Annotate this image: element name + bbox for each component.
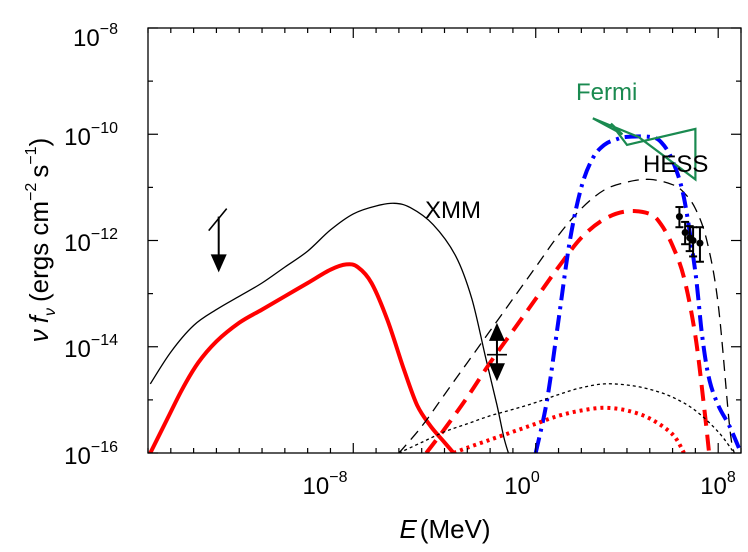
hess-point-4 xyxy=(696,239,704,247)
y-axis-label: νfν(ergs cm−2s−1) xyxy=(23,138,59,343)
x-tick-label-3: 108 xyxy=(700,469,736,500)
x-tick-label-1: 10−8 xyxy=(303,469,348,500)
annotation-fermi: Fermi xyxy=(576,79,637,106)
y-tick-label-1: 10−8 xyxy=(73,21,118,52)
axis-ticks xyxy=(147,27,742,454)
xmm-down-head xyxy=(488,363,505,382)
y-tick-label-5: 10−16 xyxy=(64,439,118,470)
y-tick-label-4: 10−14 xyxy=(64,332,118,363)
series-bremss-black-dotted xyxy=(398,383,735,453)
series-pion-blue-dashdot xyxy=(533,134,741,453)
data-markers xyxy=(208,117,704,382)
series-bremss-red-dotted xyxy=(452,405,686,453)
series-total-solid xyxy=(149,202,510,453)
x-tick-label-2: 100 xyxy=(504,469,540,500)
series-ic-black-dashed xyxy=(398,178,735,453)
annotation-hess: HESS xyxy=(643,151,708,178)
upper-limit-slash xyxy=(208,208,228,232)
y-tick-label-3: 10−12 xyxy=(64,226,118,257)
xmm-up-head xyxy=(488,322,505,341)
hess-point-0 xyxy=(675,213,683,221)
y-tick-label-2: 10−10 xyxy=(64,120,118,151)
series-ic-red-dashed xyxy=(424,209,712,453)
annotation-xmm: XMM xyxy=(425,197,481,224)
model-curves xyxy=(148,134,741,453)
fermi-butterfly xyxy=(592,117,697,182)
hess-point-3 xyxy=(689,237,697,244)
hess-point-1 xyxy=(681,229,689,237)
x-axis-label: E (MeV) xyxy=(399,514,490,544)
upper-limit-0-head xyxy=(210,254,227,273)
series-synchrotron-red xyxy=(148,262,456,453)
